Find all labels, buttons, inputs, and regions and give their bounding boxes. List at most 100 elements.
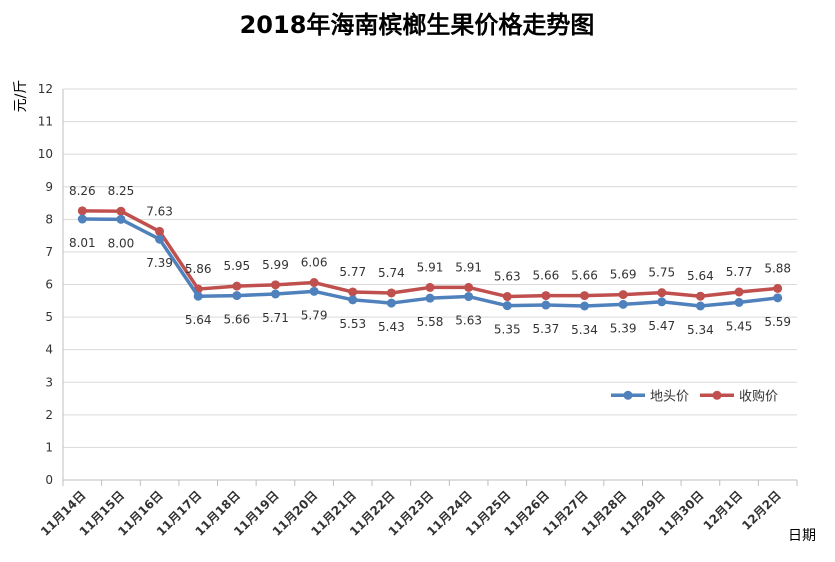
x-tick-label: 12月1日	[701, 488, 746, 533]
x-tick-label: 12月2日	[739, 488, 784, 533]
data-point	[464, 292, 474, 302]
data-point	[309, 278, 319, 288]
y-tick-label: 12	[38, 82, 53, 96]
y-tick-label: 11	[38, 115, 53, 129]
data-label: 5.74	[378, 266, 405, 280]
series-layer	[77, 206, 783, 311]
x-axis-label: 日期	[788, 528, 816, 544]
y-tick-label: 3	[45, 375, 53, 389]
data-point	[657, 288, 667, 298]
x-axis: 11月14日11月15日11月16日11月17日11月18日11月19日11月2…	[38, 89, 798, 539]
data-label: 5.45	[726, 319, 753, 333]
data-label: 8.25	[108, 184, 135, 198]
y-tick-label: 1	[45, 440, 53, 454]
data-point	[155, 226, 165, 236]
data-label: 5.79	[301, 308, 328, 322]
data-point	[734, 297, 744, 307]
data-point	[734, 287, 744, 297]
y-axis-label: 元/斤	[13, 80, 29, 113]
data-label: 5.34	[687, 323, 714, 337]
y-tick-label: 4	[45, 343, 53, 357]
data-point	[580, 291, 590, 301]
data-label: 5.64	[687, 269, 714, 283]
data-label: 8.00	[108, 236, 135, 250]
data-point	[541, 291, 551, 301]
data-point	[116, 206, 126, 216]
data-label: 7.63	[146, 204, 173, 218]
data-label: 5.95	[223, 259, 250, 273]
y-tick-label: 2	[45, 408, 53, 422]
data-point	[425, 293, 435, 303]
data-label: 8.26	[69, 184, 96, 198]
data-label: 5.35	[494, 323, 521, 337]
data-point	[270, 289, 280, 299]
data-point	[232, 291, 242, 301]
data-point	[695, 291, 705, 301]
legend-swatch-marker	[623, 390, 633, 400]
data-label: 5.75	[648, 266, 675, 280]
data-label: 5.59	[764, 315, 791, 329]
data-label: 5.37	[533, 322, 560, 336]
data-point	[502, 292, 512, 302]
y-tick-label: 0	[45, 473, 53, 487]
y-tick-label: 10	[38, 147, 53, 161]
data-label: 5.91	[417, 260, 444, 274]
data-label: 5.88	[764, 261, 791, 275]
data-point	[309, 286, 319, 296]
data-label: 5.99	[262, 258, 289, 272]
data-point	[618, 299, 628, 309]
data-point	[116, 214, 126, 224]
data-point	[464, 282, 474, 292]
legend: 地头价 收购价	[611, 388, 778, 404]
data-point	[155, 234, 165, 244]
data-label: 5.34	[571, 323, 598, 337]
data-point	[773, 283, 783, 293]
data-label: 6.06	[301, 256, 328, 270]
data-label: 5.53	[339, 317, 366, 331]
data-label: 5.63	[494, 270, 521, 284]
data-point	[77, 206, 87, 216]
data-point	[386, 288, 396, 298]
data-label: 5.39	[610, 321, 637, 335]
y-tick-label: 6	[45, 278, 53, 292]
data-label: 5.64	[185, 313, 212, 327]
legend-label: 地头价	[650, 389, 689, 404]
data-label: 5.58	[417, 315, 444, 329]
legend-swatch-marker	[712, 390, 722, 400]
data-point	[580, 301, 590, 311]
y-tick-label: 5	[45, 310, 53, 324]
legend-label: 收购价	[739, 388, 778, 404]
data-point	[193, 291, 203, 301]
chart-title: 2018年海南槟榔生果价格走势图	[240, 11, 595, 39]
data-label: 5.66	[223, 313, 250, 327]
data-label: 7.39	[146, 256, 173, 270]
data-label: 5.77	[726, 265, 753, 279]
y-tick-label: 7	[45, 245, 53, 259]
y-tick-label: 8	[45, 212, 53, 226]
data-label: 5.77	[339, 265, 366, 279]
data-label: 5.69	[610, 268, 637, 282]
data-label: 5.71	[262, 311, 289, 325]
data-label: 5.43	[378, 320, 405, 334]
data-point	[502, 301, 512, 311]
data-point	[657, 297, 667, 307]
data-point	[232, 281, 242, 291]
data-point	[386, 298, 396, 308]
data-point	[425, 282, 435, 292]
data-point	[541, 300, 551, 310]
y-tick-label: 9	[45, 180, 53, 194]
data-label: 8.01	[69, 236, 96, 250]
data-label: 5.47	[648, 319, 675, 333]
data-label: 5.63	[455, 314, 482, 328]
data-label: 5.66	[571, 269, 598, 283]
data-point	[773, 293, 783, 303]
data-point	[348, 287, 358, 297]
data-point	[695, 301, 705, 311]
data-label: 5.86	[185, 262, 212, 276]
data-label: 5.66	[533, 269, 560, 283]
data-labels-layer: 8.26 8.25 7.63 5.86 5.95 5.99 6.06 5.77 5.74 5.91…	[69, 184, 791, 337]
data-label: 5.91	[455, 260, 482, 274]
data-point	[618, 290, 628, 300]
data-point	[270, 280, 280, 290]
